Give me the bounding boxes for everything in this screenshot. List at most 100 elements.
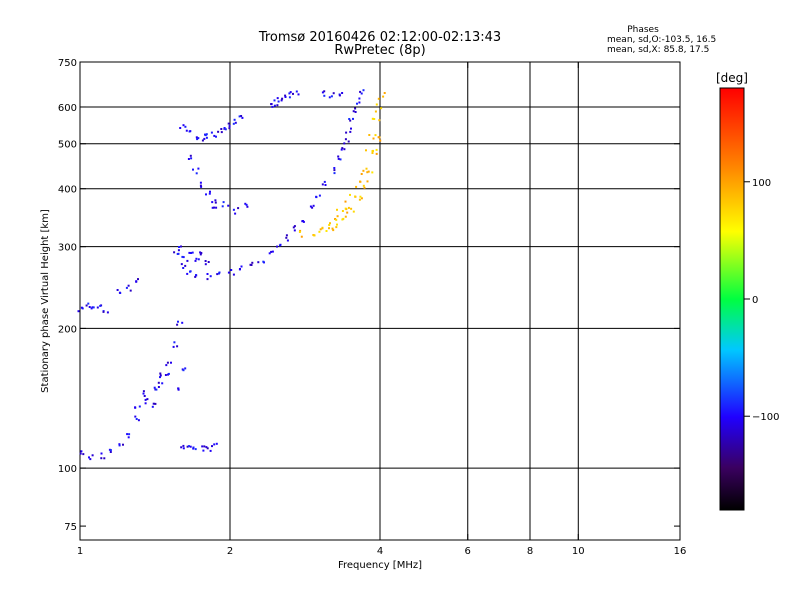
data-point-x — [383, 92, 386, 94]
data-point-o — [257, 261, 260, 264]
data-point-o — [280, 99, 283, 102]
data-point-x — [377, 136, 380, 139]
data-point-o — [349, 130, 352, 133]
data-point-o — [189, 130, 192, 133]
data-point-o — [203, 137, 206, 140]
data-point-o — [293, 225, 296, 228]
data-point-o — [202, 449, 205, 452]
data-point-o — [127, 436, 130, 439]
data-point-o — [118, 443, 121, 446]
data-point-x — [344, 200, 347, 203]
data-point-o — [234, 121, 237, 124]
data-point-x — [365, 149, 367, 152]
data-point-o — [181, 255, 184, 258]
data-point-o — [170, 361, 172, 364]
data-point-o — [271, 250, 274, 253]
data-point-x — [332, 229, 335, 232]
data-point-x — [375, 148, 378, 151]
data-point-o — [354, 111, 357, 113]
data-point-o — [213, 206, 216, 209]
data-point-o — [142, 390, 145, 393]
axis-ticks: 1 2 4 6 8 10 16 75 100 200 300 400 500 600 750 — [58, 58, 686, 557]
data-point-o — [227, 204, 230, 207]
data-point-o — [270, 103, 273, 105]
data-point-o — [157, 386, 160, 388]
data-point-o — [209, 275, 212, 278]
data-point-x — [360, 197, 363, 200]
data-point-o — [362, 89, 365, 92]
data-point-o — [203, 445, 206, 448]
data-point-x — [344, 207, 347, 210]
data-point-o — [237, 207, 240, 210]
data-point-x — [325, 230, 328, 232]
data-point-o — [116, 289, 119, 291]
data-point-o — [176, 253, 179, 255]
data-point-o — [192, 168, 194, 171]
data-point-x — [335, 218, 338, 221]
data-point-x — [359, 180, 362, 183]
data-point-o — [315, 195, 318, 198]
data-point-x — [362, 169, 365, 172]
x-tick-label: 6 — [465, 546, 471, 557]
data-point-x — [380, 107, 383, 110]
data-point-o — [234, 212, 237, 215]
data-point-x — [329, 222, 331, 225]
y-tick-label: 300 — [58, 243, 77, 254]
data-point-o — [220, 128, 223, 130]
data-point-o — [208, 192, 211, 195]
data-point-o — [87, 302, 90, 305]
data-point-o — [348, 118, 351, 120]
data-point-o — [189, 270, 191, 273]
data-point-o — [333, 169, 336, 172]
data-point-o — [276, 104, 279, 107]
data-point-o — [301, 220, 304, 223]
data-point-o — [233, 118, 236, 121]
data-point-o — [211, 445, 213, 448]
data-point-o — [286, 239, 289, 242]
data-point-o — [344, 138, 347, 141]
data-point-o — [122, 443, 124, 446]
data-point-o — [165, 364, 168, 367]
data-point-o — [85, 304, 88, 307]
data-point-x — [371, 117, 374, 120]
data-point-o — [199, 253, 202, 256]
data-point-o — [349, 119, 352, 122]
data-point-o — [186, 445, 189, 448]
data-point-o — [180, 263, 183, 266]
data-point-o — [173, 251, 176, 254]
y-tick-label: 500 — [58, 140, 77, 151]
data-point-o — [152, 402, 155, 405]
data-point-o — [285, 236, 288, 239]
data-point-o — [200, 185, 203, 188]
data-point-o — [279, 243, 282, 246]
data-point-o — [127, 284, 130, 287]
data-point-o — [333, 167, 336, 169]
data-point-o — [350, 127, 352, 130]
data-point-o — [204, 134, 207, 137]
data-point-x — [377, 97, 380, 100]
data-point-x — [375, 103, 378, 106]
data-point-o — [173, 341, 176, 344]
data-point-o — [339, 158, 342, 161]
x-tick-label: 1 — [77, 546, 83, 557]
data-point-o — [188, 251, 191, 254]
data-point-o — [268, 252, 271, 255]
x-axis-label: Frequency [MHz] — [338, 560, 422, 571]
data-point-o — [215, 442, 218, 445]
data-point-o — [289, 91, 292, 94]
data-point-o — [134, 415, 137, 418]
data-point-o — [211, 206, 214, 209]
data-point-x — [342, 217, 345, 220]
data-point-x — [363, 186, 366, 189]
data-point-x — [379, 139, 382, 142]
data-point-o — [194, 259, 197, 262]
data-point-o — [176, 345, 179, 348]
data-point-o — [215, 135, 217, 138]
data-point-x — [298, 231, 301, 233]
y-tick-label: 100 — [58, 464, 77, 475]
data-point-o — [82, 453, 85, 456]
data-point-o — [292, 226, 295, 229]
data-point-o — [182, 267, 185, 269]
y-tick-label: 200 — [58, 324, 77, 335]
